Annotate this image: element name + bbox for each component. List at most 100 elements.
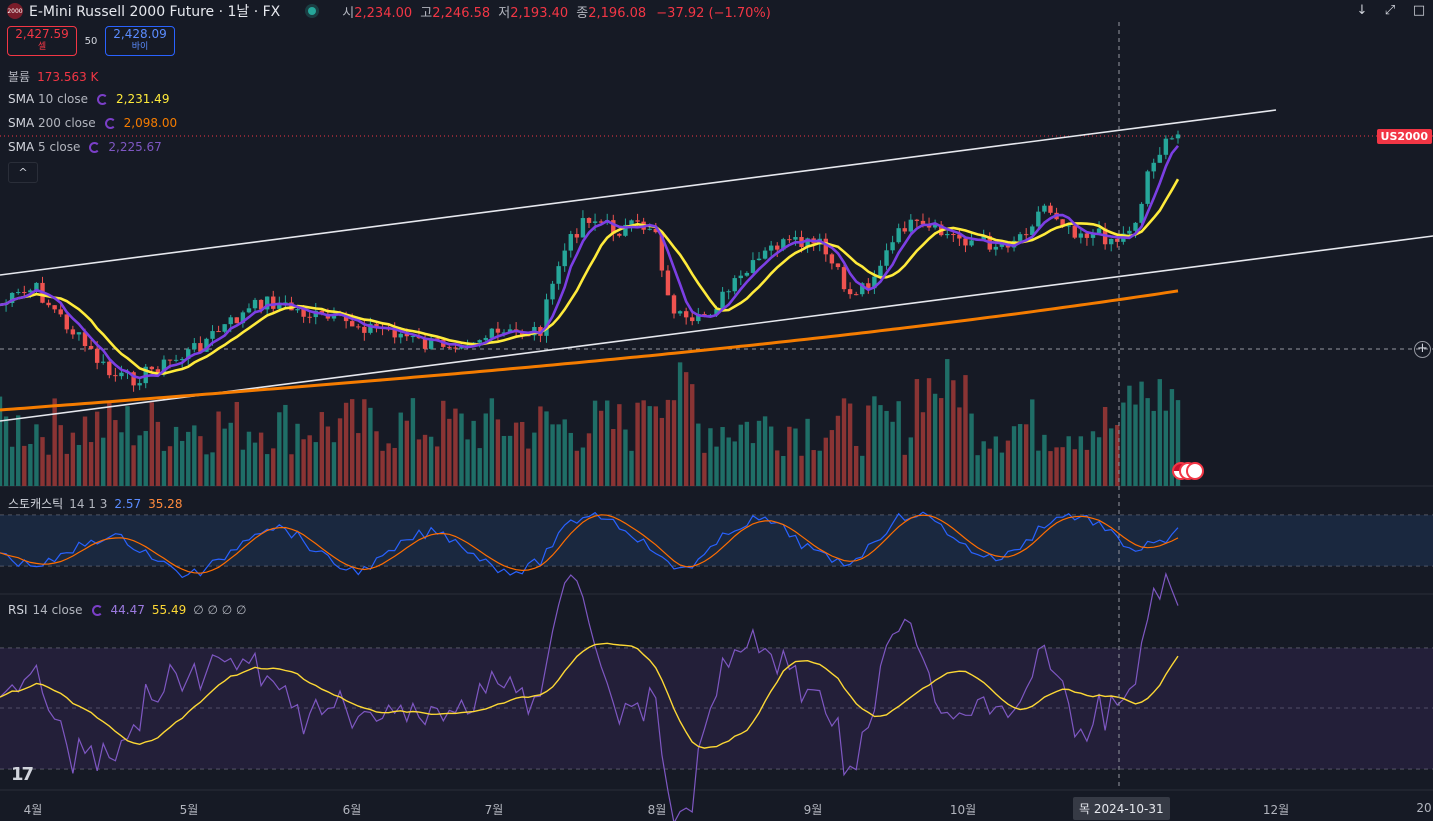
stochastic-legend[interactable]: 스토캐스틱 14 1 3 2.57 35.28 [8, 496, 183, 512]
volume-bar [598, 410, 604, 486]
ohlc-values: 시2,234.00 고2,246.58 저2,193.40 종2,196.08 … [342, 5, 771, 21]
candle-body [356, 326, 361, 328]
candle-body [119, 372, 124, 377]
sell-button[interactable]: 2,427.59 셀 [7, 26, 77, 56]
candle-body [46, 302, 51, 306]
sma5-legend[interactable]: SMA 5 close 2,225.67 [8, 140, 162, 154]
volume-bar [88, 442, 94, 486]
high-value: 2,246.58 [432, 5, 491, 21]
volume-bar [301, 439, 306, 486]
symbol-logo: 2000 [7, 3, 23, 19]
volume-bar [987, 448, 992, 486]
candle-body [1060, 219, 1065, 227]
candle-body [914, 219, 920, 221]
volume-bar [76, 444, 82, 486]
low-value: 2,193.40 [510, 5, 569, 21]
volume-bar [532, 432, 537, 486]
volume-bar [258, 432, 264, 486]
volume-bar [495, 419, 501, 486]
expand-icon[interactable]: ⤢ [1384, 2, 1396, 18]
volume-bar [580, 447, 586, 486]
candle-body [1096, 228, 1102, 234]
candle-body [240, 312, 246, 324]
volume-bar [119, 432, 124, 486]
candle-body [993, 246, 999, 250]
candle-body [677, 311, 683, 314]
volume-legend[interactable]: 볼륨 173.563 K [8, 69, 99, 85]
volume-bar [635, 402, 640, 486]
sma200-legend[interactable]: SMA 200 close 2,098.00 [8, 116, 178, 130]
volume-bar [659, 417, 665, 486]
candle-body [1115, 238, 1120, 242]
add-plus-icon[interactable]: + [1414, 341, 1431, 358]
volume-bar [477, 448, 482, 486]
spread-value: 50 [84, 35, 98, 47]
volume-bar [878, 405, 883, 486]
volume-bar [186, 431, 191, 486]
candle-body [647, 228, 652, 230]
volume-bar [981, 441, 986, 486]
volume-bar [677, 362, 683, 486]
candle-body [1109, 238, 1114, 245]
volume-bar [938, 398, 944, 486]
volume-bar [16, 415, 21, 486]
volume-bar [1048, 451, 1053, 486]
volume-bar [951, 380, 956, 486]
candle-body [101, 361, 106, 363]
candle-body [453, 347, 458, 349]
candle-body [787, 239, 792, 241]
candle-body [902, 228, 907, 232]
rsi-lines [0, 571, 1179, 821]
candle-body [495, 328, 501, 333]
symbol-title[interactable]: E-Mini Russell 2000 Future · 1날 · FX [29, 4, 281, 20]
candle-body [271, 296, 276, 309]
collapse-legend-button[interactable]: ^ [8, 162, 38, 183]
volume-bar [568, 432, 573, 486]
rsi-legend[interactable]: RSI 14 close 44.47 55.49 ∅ ∅ ∅ ∅ [8, 603, 247, 617]
candle-body [690, 317, 695, 322]
volume-bar [1005, 440, 1011, 486]
rsi-ma-path [0, 642, 1179, 749]
volume-bar [1096, 437, 1102, 486]
candle-body [1139, 203, 1144, 223]
volume-bar [835, 415, 841, 486]
candle-body [847, 289, 853, 295]
volume-bar [969, 413, 974, 486]
sma10-legend[interactable]: SMA 10 close 2,231.49 [8, 92, 170, 106]
open-value: 2,234.00 [354, 5, 413, 21]
volume-bar [914, 379, 920, 486]
volume-bar [544, 411, 549, 486]
volume-bar [319, 412, 325, 486]
candle-body [252, 299, 258, 309]
candle-body [1048, 205, 1053, 213]
fullscreen-icon[interactable]: □ [1412, 2, 1426, 18]
volume-bar [860, 455, 865, 486]
volume-bar [999, 452, 1005, 486]
volume-bar [932, 393, 938, 486]
volume-bar [70, 432, 76, 486]
candle-body [198, 343, 203, 352]
candle-body [696, 314, 701, 322]
candle-body [732, 278, 737, 292]
volume-bar [246, 431, 252, 486]
candle-body [64, 314, 69, 330]
candle-body [137, 383, 142, 386]
buy-button[interactable]: 2,428.09 바이 [105, 26, 175, 56]
arrow-down-icon[interactable]: ↓ [1356, 2, 1368, 18]
sma5-path [0, 144, 1180, 380]
candle-body [149, 366, 155, 370]
volume-bar [28, 443, 33, 486]
candle-body [586, 218, 592, 223]
candle-body [1169, 138, 1175, 140]
volume-bar [908, 437, 914, 486]
volume-bar [356, 433, 361, 486]
events-flag-icon[interactable] [1172, 462, 1204, 480]
candle-body [52, 305, 57, 310]
candle-body [1127, 230, 1132, 234]
candle-body [107, 361, 112, 376]
candle-body [301, 309, 306, 317]
stoch-d-path [0, 514, 1179, 574]
volume-bar [295, 423, 300, 486]
volume-bar [453, 408, 458, 486]
